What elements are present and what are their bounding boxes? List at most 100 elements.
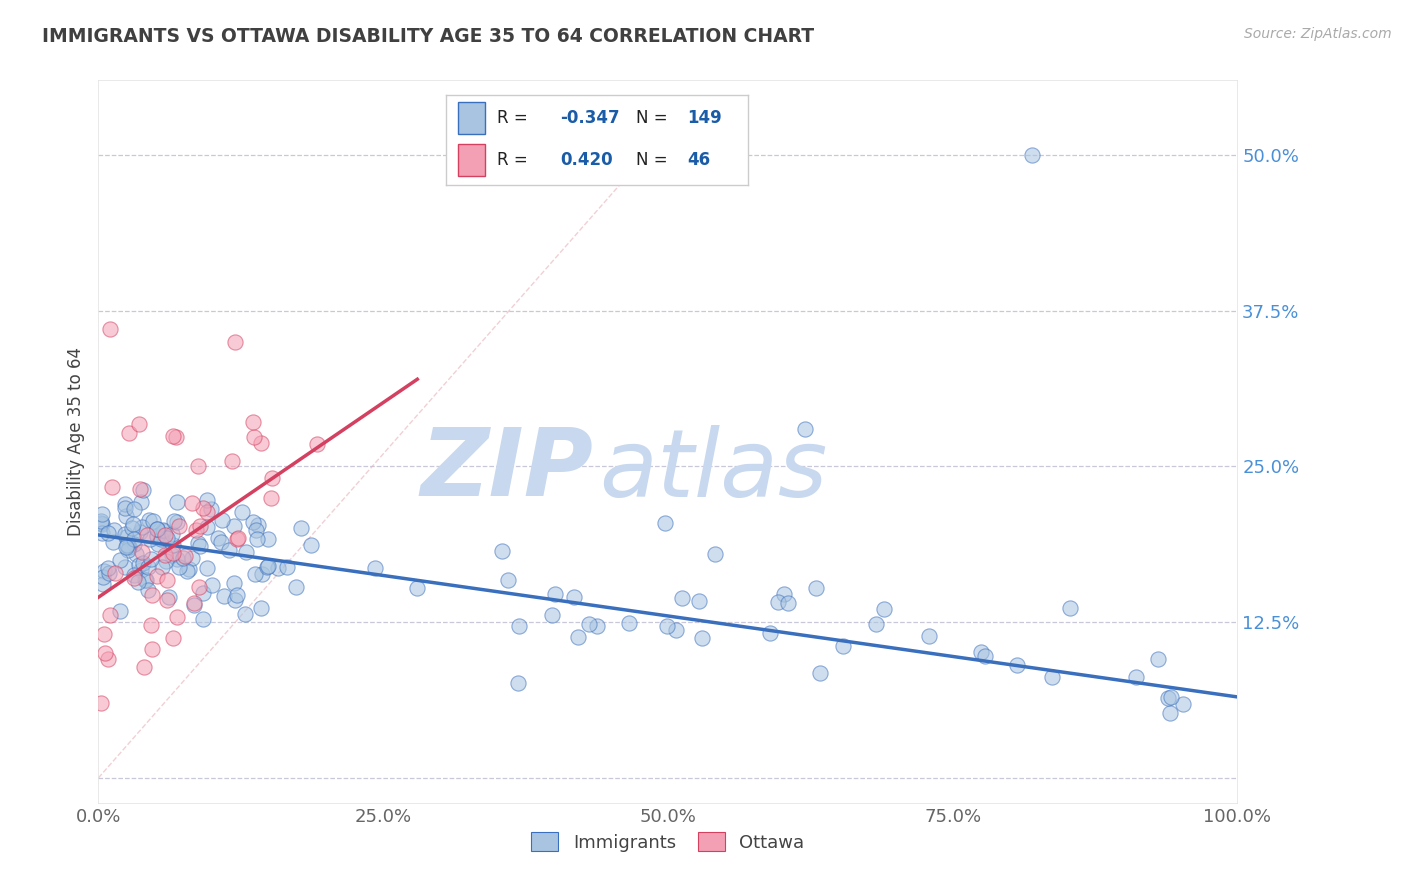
Point	[127, 574, 149, 589]
Point	[108, 553, 131, 567]
Point	[1005, 657, 1028, 672]
Point	[156, 592, 179, 607]
Point	[872, 602, 894, 616]
Point	[117, 542, 139, 557]
Point	[195, 561, 218, 575]
Point	[226, 588, 249, 602]
Point	[155, 554, 177, 568]
Point	[179, 562, 201, 576]
Point	[93, 564, 115, 578]
Point	[90, 517, 112, 532]
Legend: Immigrants, Ottawa: Immigrants, Ottawa	[524, 825, 811, 859]
Point	[1157, 691, 1180, 706]
Point	[183, 599, 205, 613]
Point	[183, 596, 205, 610]
Point	[218, 543, 240, 558]
Point	[156, 573, 179, 587]
Point	[226, 533, 249, 547]
Point	[773, 587, 796, 601]
Point	[101, 535, 124, 549]
Point	[224, 592, 246, 607]
Point	[246, 518, 269, 533]
Point	[122, 571, 145, 585]
Point	[290, 521, 312, 535]
Point	[166, 495, 188, 509]
Point	[187, 458, 209, 473]
Point	[90, 525, 112, 540]
Point	[690, 631, 713, 645]
Point	[242, 515, 264, 529]
Point	[195, 505, 218, 519]
Point	[260, 491, 283, 505]
Point	[162, 429, 184, 443]
Point	[128, 558, 150, 573]
Point	[128, 417, 150, 431]
Point	[167, 560, 190, 574]
Point	[671, 591, 693, 605]
Point	[498, 573, 520, 587]
Point	[90, 508, 112, 522]
Point	[93, 576, 115, 591]
Point	[97, 525, 120, 540]
Point	[212, 590, 235, 604]
Point	[166, 551, 188, 566]
Point	[267, 561, 290, 575]
Point	[184, 523, 207, 537]
Text: ZIP: ZIP	[420, 425, 593, 516]
Point	[155, 531, 177, 545]
Point	[804, 581, 827, 595]
Point	[162, 631, 184, 645]
Point	[655, 619, 678, 633]
Point	[135, 528, 157, 542]
Point	[540, 608, 562, 623]
Point	[1159, 706, 1181, 721]
Point	[153, 528, 176, 542]
Point	[260, 471, 283, 485]
Point	[90, 516, 112, 531]
Point	[114, 527, 136, 541]
Point	[586, 619, 609, 633]
Point	[758, 626, 780, 640]
Point	[242, 415, 264, 429]
Point	[187, 536, 209, 550]
Point	[195, 519, 218, 533]
Point	[1146, 652, 1168, 666]
Point	[122, 537, 145, 551]
Point	[305, 437, 328, 451]
Point	[136, 582, 159, 597]
Point	[491, 544, 513, 558]
Point	[129, 563, 152, 577]
Point	[149, 532, 172, 546]
Point	[506, 676, 529, 690]
Point	[139, 552, 162, 566]
Point	[250, 436, 273, 450]
Point	[1059, 601, 1081, 615]
Point	[567, 630, 589, 644]
Point	[188, 518, 211, 533]
Point	[165, 430, 187, 444]
Point	[188, 539, 211, 553]
Point	[145, 569, 167, 583]
Point	[114, 559, 136, 574]
Point	[139, 617, 162, 632]
Point	[776, 596, 799, 610]
Point	[121, 521, 143, 535]
Point	[146, 537, 169, 551]
Point	[166, 515, 188, 529]
Point	[250, 567, 273, 582]
Point	[665, 624, 688, 638]
Point	[160, 526, 183, 541]
Point	[145, 522, 167, 536]
Point	[114, 497, 136, 511]
Point	[134, 574, 156, 588]
Point	[865, 616, 887, 631]
Point	[969, 645, 991, 659]
Point	[257, 532, 280, 546]
Point	[285, 580, 308, 594]
Text: atlas: atlas	[599, 425, 828, 516]
Point	[654, 516, 676, 531]
Point	[145, 522, 167, 536]
Point	[136, 560, 159, 574]
Point	[115, 540, 138, 554]
Point	[153, 524, 176, 539]
